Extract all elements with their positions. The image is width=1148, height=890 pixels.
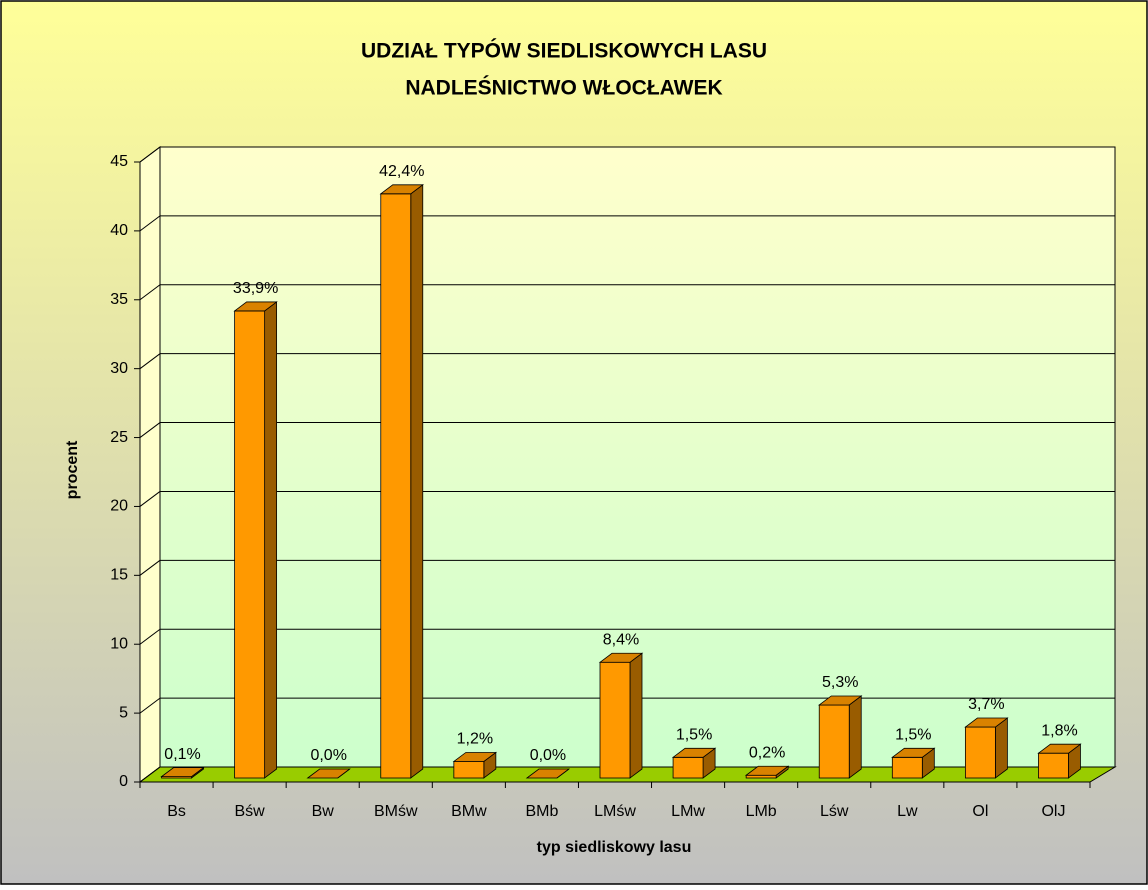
- data-label: 3,7%: [968, 696, 1004, 713]
- grid-line: [139, 491, 161, 507]
- bar-top: [233, 301, 278, 312]
- data-label: 0,2%: [749, 744, 785, 761]
- bar-top: [818, 695, 863, 706]
- bar-top: [671, 747, 717, 758]
- side-wall: [139, 146, 161, 783]
- x-tick-label: Lw: [897, 803, 918, 820]
- y-tick-label: 25: [110, 429, 128, 446]
- grid-line: [139, 766, 161, 783]
- x-tick-label: Ol: [972, 803, 988, 820]
- bar: [453, 761, 485, 779]
- grid-line: [139, 628, 161, 645]
- data-label: 33,9%: [233, 280, 278, 297]
- bar-top: [306, 768, 351, 779]
- y-tick-label: 20: [110, 498, 128, 515]
- bar-top: [1037, 743, 1082, 754]
- data-label: 0,1%: [164, 746, 200, 763]
- data-label: 1,2%: [457, 731, 493, 748]
- x-tick-label: OlJ: [1041, 803, 1065, 820]
- data-label: 42,4%: [379, 163, 424, 180]
- bar-side: [994, 717, 1008, 779]
- bar: [234, 310, 266, 779]
- y-tick-label: 45: [110, 153, 128, 170]
- x-tick-label: Lśw: [820, 803, 849, 820]
- y-tick-label: 40: [110, 222, 128, 239]
- bar-top: [452, 752, 498, 762]
- bar-side: [410, 184, 424, 779]
- chart-title: NADLEŚNICTWO WŁOCŁAWEK: [405, 76, 722, 100]
- grid-line: [139, 422, 161, 438]
- grid-line: [139, 215, 161, 232]
- y-tick-label: 15: [110, 567, 128, 584]
- x-tick-label: Bśw: [234, 803, 265, 820]
- data-label: 1,8%: [1041, 722, 1077, 739]
- grid-line: [139, 559, 161, 576]
- bar: [599, 661, 631, 779]
- data-label: 1,5%: [895, 727, 931, 744]
- bar-side: [848, 695, 862, 779]
- x-tick-label: LMśw: [594, 803, 636, 820]
- bar: [745, 774, 777, 779]
- grid-line: [139, 353, 161, 370]
- x-tick-label: LMw: [671, 803, 705, 820]
- data-label: 0,0%: [310, 747, 346, 764]
- bar: [964, 726, 996, 779]
- bar-top: [964, 717, 1009, 728]
- bar: [818, 704, 850, 779]
- x-tick-label: Bs: [167, 803, 186, 820]
- bar: [672, 756, 704, 779]
- bar: [380, 193, 412, 779]
- x-tick-label: BMśw: [374, 803, 418, 820]
- bar-top: [744, 765, 790, 776]
- bar: [891, 756, 923, 779]
- bar: [1038, 752, 1069, 779]
- grid-line: [139, 284, 161, 301]
- bar-top: [160, 767, 205, 778]
- grid-line: [139, 697, 161, 714]
- bar-top: [598, 652, 644, 663]
- data-label: 0,0%: [530, 747, 566, 764]
- data-label: 8,4%: [603, 631, 639, 648]
- y-tick-label: 5: [119, 704, 128, 721]
- y-tick-label: 30: [110, 360, 128, 377]
- grid-line: [139, 146, 161, 163]
- y-tick-label: 0: [119, 773, 128, 790]
- x-tick-label: BMw: [451, 803, 487, 820]
- x-axis-label: typ siedliskowy lasu: [537, 839, 692, 856]
- bar-top: [525, 768, 571, 779]
- x-tick-label: BMb: [525, 803, 558, 820]
- x-tick-label: LMb: [746, 803, 777, 820]
- chart-title: UDZIAŁ TYPÓW SIEDLISKOWYCH LASU: [361, 39, 767, 63]
- y-tick-label: 10: [110, 635, 128, 652]
- bar-top: [891, 747, 936, 758]
- bar-top: [379, 184, 424, 195]
- bar-side: [264, 301, 278, 779]
- y-axis-label: procent: [64, 440, 81, 499]
- data-label: 5,3%: [822, 674, 858, 691]
- y-tick-label: 35: [110, 291, 128, 308]
- bar-side: [629, 652, 643, 779]
- data-label: 1,5%: [676, 727, 712, 744]
- x-tick-label: Bw: [312, 803, 335, 820]
